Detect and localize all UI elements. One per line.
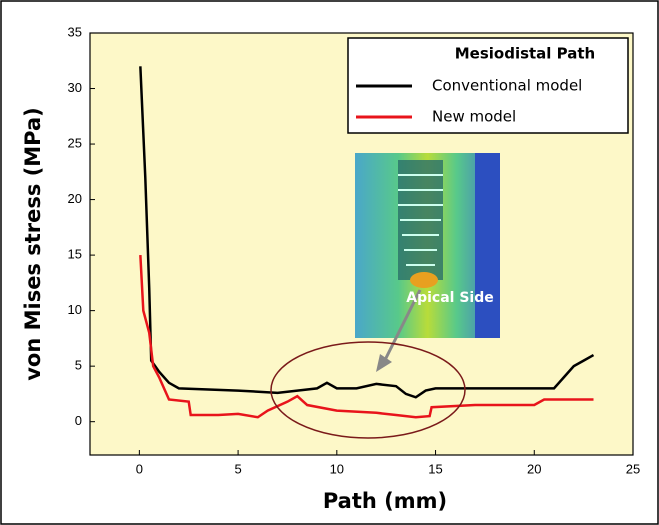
y-tick-label: 35 (68, 24, 82, 39)
y-tick-label: 25 (68, 135, 82, 150)
x-tick-label: 5 (234, 461, 241, 476)
x-axis-label: Path (mm) (323, 489, 447, 513)
y-tick-label: 30 (68, 80, 82, 95)
legend-label: New model (432, 108, 516, 126)
y-tick-label: 20 (68, 191, 82, 206)
x-tick-label: 15 (428, 461, 442, 476)
legend-label: Conventional model (432, 77, 582, 95)
y-tick-label: 15 (68, 247, 82, 262)
y-axis-label: von Mises stress (MPa) (21, 107, 45, 381)
x-tick-label: 10 (330, 461, 344, 476)
x-tick-label: 25 (626, 461, 640, 476)
x-tick-label: 0 (136, 461, 143, 476)
y-tick-label: 0 (75, 413, 82, 428)
chart: Apical Side Path (mm) von Mises stress (… (0, 0, 659, 525)
legend-title: Mesiodistal Path (455, 45, 596, 63)
x-tick-label: 20 (527, 461, 541, 476)
y-tick-label: 10 (68, 302, 82, 317)
y-tick-label: 5 (75, 358, 82, 373)
annotation: Apical Side (406, 290, 493, 306)
